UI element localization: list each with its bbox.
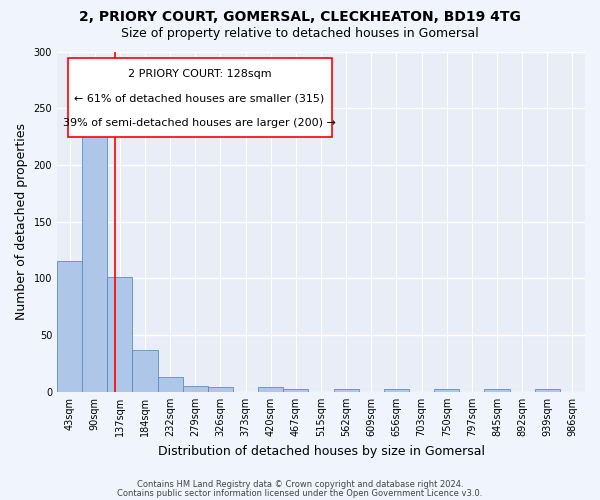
Text: 2, PRIORY COURT, GOMERSAL, CLECKHEATON, BD19 4TG: 2, PRIORY COURT, GOMERSAL, CLECKHEATON, … [79, 10, 521, 24]
Text: ← 61% of detached houses are smaller (315): ← 61% of detached houses are smaller (31… [74, 93, 325, 103]
Bar [535, 388, 560, 392]
Text: 2 PRIORY COURT: 128sqm: 2 PRIORY COURT: 128sqm [128, 68, 271, 78]
Bar [283, 388, 308, 392]
Bar [334, 388, 359, 392]
Text: 39% of semi-detached houses are larger (200) →: 39% of semi-detached houses are larger (… [63, 118, 336, 128]
Bar [384, 388, 409, 392]
Bar [183, 386, 208, 392]
Y-axis label: Number of detached properties: Number of detached properties [15, 123, 28, 320]
Bar [57, 262, 82, 392]
X-axis label: Distribution of detached houses by size in Gomersal: Distribution of detached houses by size … [158, 444, 485, 458]
Bar [258, 388, 283, 392]
Bar [208, 388, 233, 392]
Bar [158, 377, 183, 392]
Text: Contains public sector information licensed under the Open Government Licence v3: Contains public sector information licen… [118, 488, 482, 498]
Bar [434, 388, 459, 392]
Bar [82, 120, 107, 392]
Text: Contains HM Land Registry data © Crown copyright and database right 2024.: Contains HM Land Registry data © Crown c… [137, 480, 463, 489]
Bar [133, 350, 158, 392]
Bar [484, 388, 509, 392]
Text: Size of property relative to detached houses in Gomersal: Size of property relative to detached ho… [121, 28, 479, 40]
Bar [107, 278, 133, 392]
FancyBboxPatch shape [68, 58, 332, 136]
